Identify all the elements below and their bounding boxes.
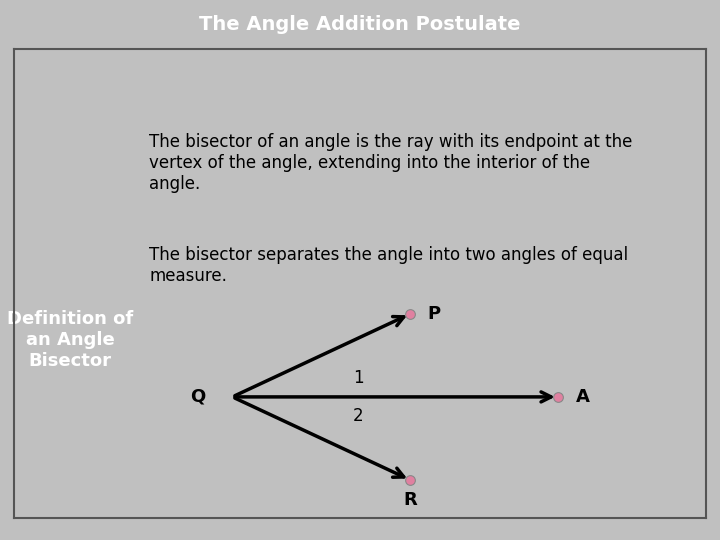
Text: 2: 2	[353, 407, 364, 425]
Text: Q: Q	[191, 388, 206, 406]
Text: R: R	[403, 491, 417, 509]
Text: Definition of
an Angle
Bisector: Definition of an Angle Bisector	[7, 310, 133, 370]
Text: 1: 1	[353, 369, 364, 387]
Text: P: P	[428, 305, 441, 323]
Text: The bisector separates the angle into two angles of equal
measure.: The bisector separates the angle into tw…	[149, 246, 629, 285]
Text: The Angle Addition Postulate: The Angle Addition Postulate	[199, 15, 521, 34]
Text: The bisector of an angle is the ray with its endpoint at the
vertex of the angle: The bisector of an angle is the ray with…	[149, 133, 633, 193]
Text: A: A	[575, 388, 590, 406]
